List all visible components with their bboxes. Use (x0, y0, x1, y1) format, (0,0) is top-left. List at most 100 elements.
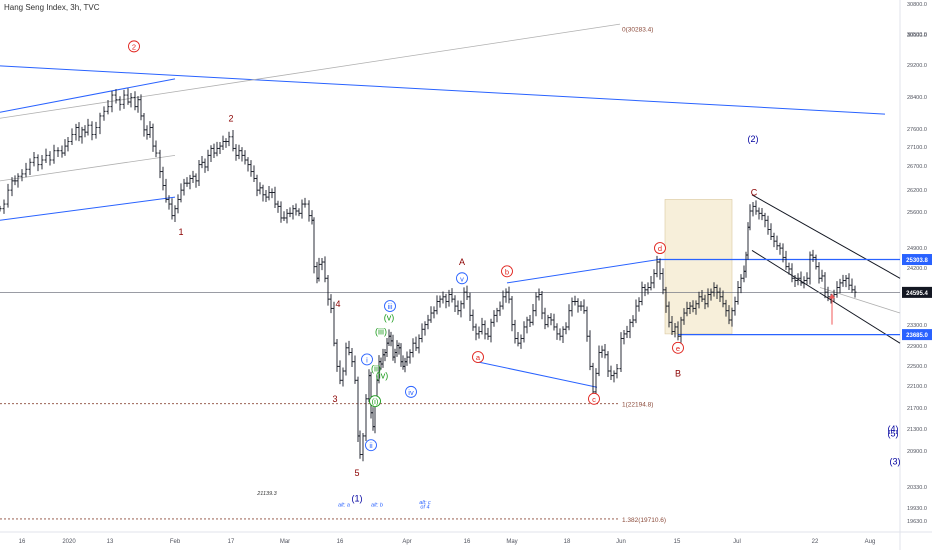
price-bar (344, 342, 348, 376)
price-bar (320, 258, 324, 271)
price-bar (594, 368, 598, 397)
wave-label: C (751, 187, 758, 197)
price-bar (640, 281, 644, 306)
price-bar (432, 306, 436, 319)
price-axis-tick: 22900.0 (907, 344, 927, 350)
price-bar (516, 332, 520, 347)
price-bar (435, 295, 439, 315)
price-bar (13, 175, 17, 186)
price-bar (170, 198, 174, 220)
wave-label-circle (654, 242, 666, 255)
price-bar (688, 301, 692, 315)
price-bar (98, 112, 102, 135)
price-bar (36, 154, 40, 172)
wave-label-text: 3 (332, 394, 337, 404)
price-bar (86, 118, 90, 136)
wave-label-text: (5) (888, 429, 899, 439)
price-bar (209, 145, 213, 162)
wave-label: (2) (748, 134, 759, 144)
price-bar (441, 291, 445, 304)
price-bar (167, 195, 171, 210)
price-bar (252, 165, 256, 183)
price-bar (173, 205, 177, 222)
annotation-text: alt: c (419, 500, 431, 506)
wave-label-text: i (366, 355, 368, 364)
price-bar (282, 211, 286, 221)
wave-label-text: (1) (352, 494, 363, 504)
price-bar (561, 326, 565, 343)
price-axis-tick: 27600.0 (907, 127, 927, 133)
price-bar (787, 262, 791, 275)
price-bar (507, 286, 511, 304)
price-bar (126, 88, 130, 105)
price-bar (364, 394, 368, 441)
time-axis-tick: May (506, 539, 517, 545)
wave-label-circle (588, 392, 600, 405)
price-bar (267, 185, 271, 201)
price-bar (56, 147, 60, 157)
price-bar (291, 205, 295, 220)
price-bar (712, 282, 716, 297)
price-bar (411, 338, 415, 358)
wave-label-text: 2 (132, 42, 136, 51)
price-axis-tick: 22500.0 (907, 364, 927, 370)
price-bar (528, 314, 532, 328)
price-bar (850, 278, 854, 293)
price-bar (158, 149, 162, 179)
price-bar (234, 144, 238, 161)
price-bar (389, 331, 393, 347)
trend-line (0, 196, 176, 221)
price-bar (323, 256, 327, 283)
wave-label-text: iii (388, 302, 393, 311)
price-bar (462, 287, 466, 309)
price-bar (154, 140, 158, 158)
price-bar (522, 321, 526, 343)
price-bar (510, 296, 514, 332)
wave-label: 2 (128, 40, 140, 53)
price-bar (197, 160, 201, 187)
wave-label-text: e (676, 344, 680, 353)
price-bar (709, 288, 713, 301)
price-bar (179, 183, 183, 203)
price-bar (727, 305, 731, 325)
price-bar (0, 205, 2, 212)
trend-line (476, 361, 598, 388)
price-bar (754, 200, 758, 215)
price-bar (28, 158, 32, 176)
wave-label-text: C (751, 187, 758, 197)
price-tag-bg (902, 286, 932, 298)
price-bar (823, 272, 827, 299)
wave-label-text: c (592, 395, 596, 404)
price-bar (294, 203, 298, 216)
price-bar (385, 338, 389, 358)
price-bar (802, 276, 806, 289)
price-bar (682, 308, 686, 325)
price-bar (243, 150, 247, 165)
price-bar (579, 301, 583, 311)
trend-line (0, 65, 886, 115)
price-bar (90, 121, 94, 141)
price-bar (558, 328, 562, 341)
price-bar (80, 126, 84, 144)
price-bar (6, 183, 10, 208)
price-bar (664, 286, 668, 313)
wave-label: (v) (384, 313, 395, 323)
price-bar (721, 290, 725, 308)
price-axis-tick: 23300.0 (907, 323, 927, 329)
fib-level-label: 0(30283.4) (622, 27, 653, 34)
price-axis-tick: 27100.0 (907, 145, 927, 151)
price-bar (450, 288, 454, 303)
price-bar (796, 273, 800, 286)
price-bar (310, 210, 314, 225)
price-bar (814, 254, 818, 270)
time-axis-tick: 16 (337, 539, 344, 545)
price-bar (212, 143, 216, 158)
price-bar (341, 367, 345, 387)
price-bar (188, 174, 192, 190)
wave-label: a (472, 351, 484, 364)
trend-line (819, 287, 901, 314)
price-bar (60, 145, 64, 158)
time-axis-tick: 18 (564, 539, 571, 545)
